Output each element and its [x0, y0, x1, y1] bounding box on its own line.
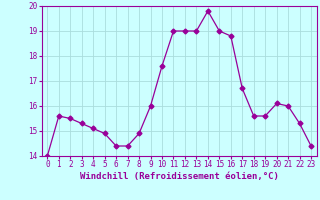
X-axis label: Windchill (Refroidissement éolien,°C): Windchill (Refroidissement éolien,°C)	[80, 172, 279, 181]
